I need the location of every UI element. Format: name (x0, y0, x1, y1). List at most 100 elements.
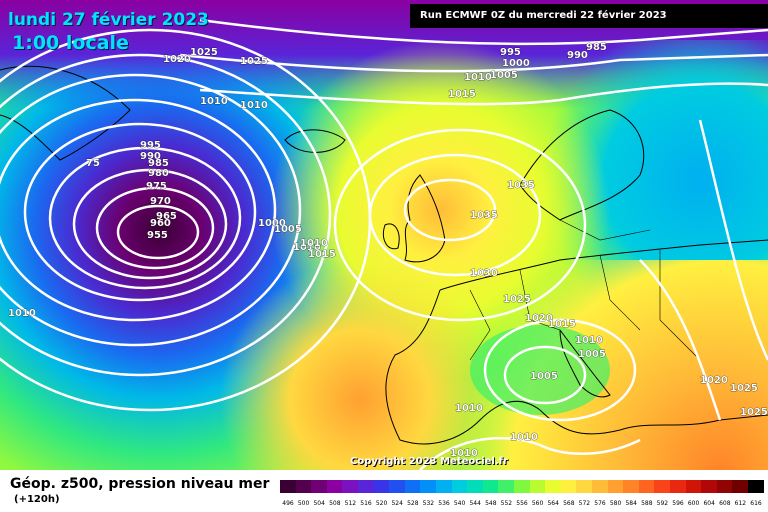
isobar-value-label: 1015 (448, 89, 476, 100)
scale-tick-label: 508 (329, 500, 341, 507)
isobar-value-label: 1000 (258, 218, 286, 229)
scale-swatch (592, 480, 609, 493)
scale-swatch (748, 480, 765, 493)
scale-swatch (280, 480, 297, 493)
scale-tick-label: 524 (391, 500, 403, 507)
scale-tick-label: 560 (531, 500, 544, 507)
scale-tick-label: 496 (282, 500, 294, 507)
isobar-value-label: 1005 (274, 224, 302, 235)
scale-tick-label: 536 (438, 500, 450, 507)
isobar-value-label: 995 (140, 140, 161, 151)
scale-tick-label: 584 (625, 500, 637, 507)
isobar-value-label: 1035 (507, 180, 535, 191)
isobar-high-3 (333, 128, 587, 322)
isobar-value-label: 1010 (8, 308, 36, 319)
borders (469, 219, 701, 361)
isobar-value-label: 1015 (308, 249, 336, 260)
model-run-banner: Run ECMWF 0Z du mercredi 22 février 2023 (410, 4, 768, 28)
isobar-value-label: 1025 (730, 383, 758, 394)
isobar-value-label: 1010 (293, 242, 321, 253)
isobar-value-label: 1010 (450, 448, 478, 459)
europe-coast (385, 239, 768, 445)
scale-tick-label: 528 (407, 500, 419, 507)
isobar-value-label: 1020 (163, 54, 191, 65)
copyright-text: Copyright 2023 Meteociel.fr (350, 456, 508, 467)
scale-swatch (482, 480, 499, 493)
isobar-value-label: 970 (150, 196, 171, 207)
scale-swatch (358, 480, 375, 493)
isobar-value-label: 990 (140, 151, 161, 162)
scale-swatch (670, 480, 687, 493)
scale-tick-label: 544 (469, 500, 481, 507)
isobar-value-label: 1035 (470, 210, 498, 221)
scale-tick-label: 540 (453, 500, 466, 507)
scale-swatch (451, 480, 468, 493)
isobar-east-1 (698, 119, 768, 361)
scale-tick-label: 556 (516, 500, 528, 507)
isobar-value-label: 1020 (700, 375, 728, 386)
isobar-value-label: 1010 (240, 100, 268, 111)
scale-swatch (467, 480, 484, 493)
scale-swatch (560, 480, 577, 493)
isobar-high-1 (403, 178, 497, 242)
isobar-low-6 (0, 98, 277, 322)
scale-tick-label: 588 (641, 500, 653, 507)
legend-title: Géop. z500, pression niveau mer (10, 476, 270, 492)
scale-tick-label: 616 (750, 500, 762, 507)
isobar-value-label: 1005 (490, 70, 518, 81)
scale-tick-label: 612 (734, 500, 747, 507)
isobar-north-2 (179, 53, 768, 73)
isobar-value-label: 1025 (503, 294, 531, 305)
isobar-south-1 (419, 436, 641, 470)
scale-swatch (732, 480, 749, 493)
isobar-value-label: 1010 (510, 432, 538, 443)
scale-tick-label: 516 (360, 500, 372, 507)
isobar-med-1 (503, 345, 587, 405)
isobar-value-label: 1000 (502, 58, 530, 69)
italy-coast (559, 329, 611, 398)
scale-swatch (701, 480, 718, 493)
scale-tick-label: 604 (703, 500, 715, 507)
scale-swatch (514, 480, 531, 493)
isobar-low-8 (0, 53, 332, 377)
scale-tick-label: 572 (578, 500, 591, 507)
isobar-value-label: 1010 (464, 72, 492, 83)
isobar-value-label: 995 (500, 47, 521, 58)
legend-lead-time: (+120h) (14, 494, 60, 505)
scale-tick-label: 548 (485, 500, 497, 507)
isobar-value-label: 1025 (240, 56, 268, 67)
isobar-value-label: 960 (150, 218, 171, 229)
scale-tick-label: 596 (672, 500, 684, 507)
scale-swatch (373, 480, 390, 493)
scale-swatch (311, 480, 328, 493)
isobar-value-label: 1015 (548, 319, 576, 330)
isobar-value-label: 980 (148, 168, 169, 179)
isobar-value-label: 975 (146, 181, 167, 192)
scale-tick-label: 512 (344, 500, 357, 507)
scale-swatch (498, 480, 515, 493)
isobar-value-label: 1025 (190, 47, 218, 58)
isobar-value-label: 985 (148, 158, 169, 169)
scale-swatch (607, 480, 624, 493)
isobar-value-label: 1010 (200, 96, 228, 107)
scale-tick-label: 564 (547, 500, 559, 507)
scale-tick-label: 552 (500, 500, 513, 507)
isobar-low-3 (72, 168, 228, 280)
isobar-value-label: 1025 (740, 407, 768, 418)
scale-swatch (326, 480, 343, 493)
scale-swatch (716, 480, 733, 493)
isobar-value-label: 1010 (455, 403, 483, 414)
isobar-low-5 (23, 122, 257, 302)
scale-swatch (404, 480, 421, 493)
scale-swatch (436, 480, 453, 493)
scale-tick-label: 592 (656, 500, 669, 507)
isobar-low-1 (116, 204, 200, 260)
ireland-coast (383, 223, 400, 250)
isobar-north-3 (199, 82, 768, 106)
forecast-time: 1:00 locale (12, 32, 129, 54)
isobar-value-label: 1030 (470, 268, 498, 279)
isobar-low-7 (0, 73, 302, 347)
isobar-low-2 (95, 186, 215, 270)
